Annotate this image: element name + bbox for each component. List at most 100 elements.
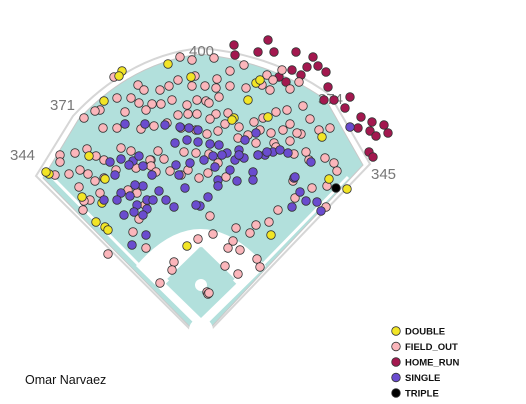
field-out-point: [187, 55, 197, 65]
field-out-point: [159, 154, 169, 164]
home-run-point: [367, 117, 377, 127]
field-out-point: [277, 65, 287, 75]
single-point: [138, 210, 148, 220]
field-out-point: [79, 113, 89, 123]
home-run-point: [340, 103, 350, 113]
double-point: [100, 174, 110, 184]
single-point: [253, 150, 263, 160]
pitchers-mound: [195, 279, 207, 291]
home-run-point: [356, 112, 366, 122]
home-run-point: [229, 40, 239, 50]
field-out-point: [155, 85, 165, 95]
field-out-point: [231, 223, 241, 233]
field-out-point: [234, 122, 244, 132]
legend-marker-field-out: [391, 341, 401, 352]
single-point: [130, 180, 140, 190]
field-out-point: [332, 166, 342, 176]
single-point: [154, 186, 164, 196]
single-point: [116, 188, 126, 198]
field-out-point: [220, 261, 230, 271]
field-out-point: [239, 60, 249, 70]
field-out-point: [126, 146, 136, 156]
field-out-point: [202, 129, 212, 139]
field-out-point: [285, 136, 295, 146]
field-out-point: [175, 52, 185, 62]
single-point: [120, 119, 130, 129]
field-out-point: [325, 123, 335, 133]
single-point: [306, 157, 316, 167]
field-out-point: [120, 107, 130, 117]
single-point: [99, 195, 109, 205]
field-out-point: [182, 100, 192, 110]
legend-marker-double: [391, 326, 401, 336]
field-out-point: [251, 138, 261, 148]
field-out-point: [78, 205, 88, 215]
single-point: [138, 161, 148, 171]
single-point: [210, 162, 220, 172]
double-point: [317, 132, 327, 142]
field-out-point: [262, 70, 272, 80]
single-point: [345, 122, 355, 132]
home-plate-circle: [189, 318, 213, 342]
field-out-point: [187, 81, 197, 91]
double-point: [266, 230, 276, 240]
home-run-point: [281, 77, 291, 87]
field-out-point: [200, 81, 210, 91]
field-out-point: [134, 98, 144, 108]
field-out-point: [211, 109, 221, 119]
field-out-point: [268, 75, 278, 85]
single-point: [312, 197, 322, 207]
field-out-point: [255, 262, 265, 272]
single-point: [127, 240, 137, 250]
home-run-point: [365, 126, 375, 136]
single-point: [182, 135, 192, 145]
double-point: [182, 241, 192, 251]
field-out-point: [249, 117, 259, 127]
single-point: [175, 122, 185, 132]
home-run-point: [379, 120, 389, 130]
field-out-point: [194, 173, 204, 183]
home-run-point: [308, 52, 318, 62]
double-point: [255, 75, 265, 85]
field-out-point: [167, 95, 177, 105]
single-point: [105, 157, 115, 167]
field-out-point: [329, 158, 339, 168]
double-point: [186, 72, 196, 82]
home-run-point: [323, 82, 333, 92]
field-out-point: [271, 107, 281, 117]
field-out-point: [301, 147, 311, 157]
single-point: [147, 170, 157, 180]
field-out-point: [241, 83, 251, 93]
field-out-point: [266, 128, 276, 138]
field-out-point: [204, 98, 214, 108]
home-run-point: [353, 123, 363, 133]
field-out-point: [265, 85, 275, 95]
field-out-point: [223, 108, 233, 118]
field-out-point: [290, 193, 300, 203]
field-out-point: [209, 53, 219, 63]
double-point: [263, 112, 273, 122]
home-run-point: [263, 35, 273, 45]
field-out-point: [208, 229, 218, 239]
distance-label-left-line: 344: [10, 147, 35, 164]
double-point: [227, 115, 237, 125]
field-out-point: [273, 205, 283, 215]
field-out-point: [164, 81, 174, 91]
single-point: [171, 160, 181, 170]
single-point: [225, 165, 235, 175]
field-out-point: [278, 125, 288, 135]
single-point: [169, 202, 179, 212]
field-out-point: [264, 217, 274, 227]
home-run-point: [368, 152, 378, 162]
single-point: [112, 195, 122, 205]
field-out-point: [307, 183, 317, 193]
single-point: [283, 148, 293, 158]
single-point: [234, 150, 244, 160]
field-out-point: [173, 75, 183, 85]
player-name: Omar Narvaez: [25, 373, 106, 387]
single-point: [248, 175, 258, 185]
field-out-point: [292, 128, 302, 138]
field-out-point: [75, 165, 85, 175]
field-out-point: [183, 109, 193, 119]
